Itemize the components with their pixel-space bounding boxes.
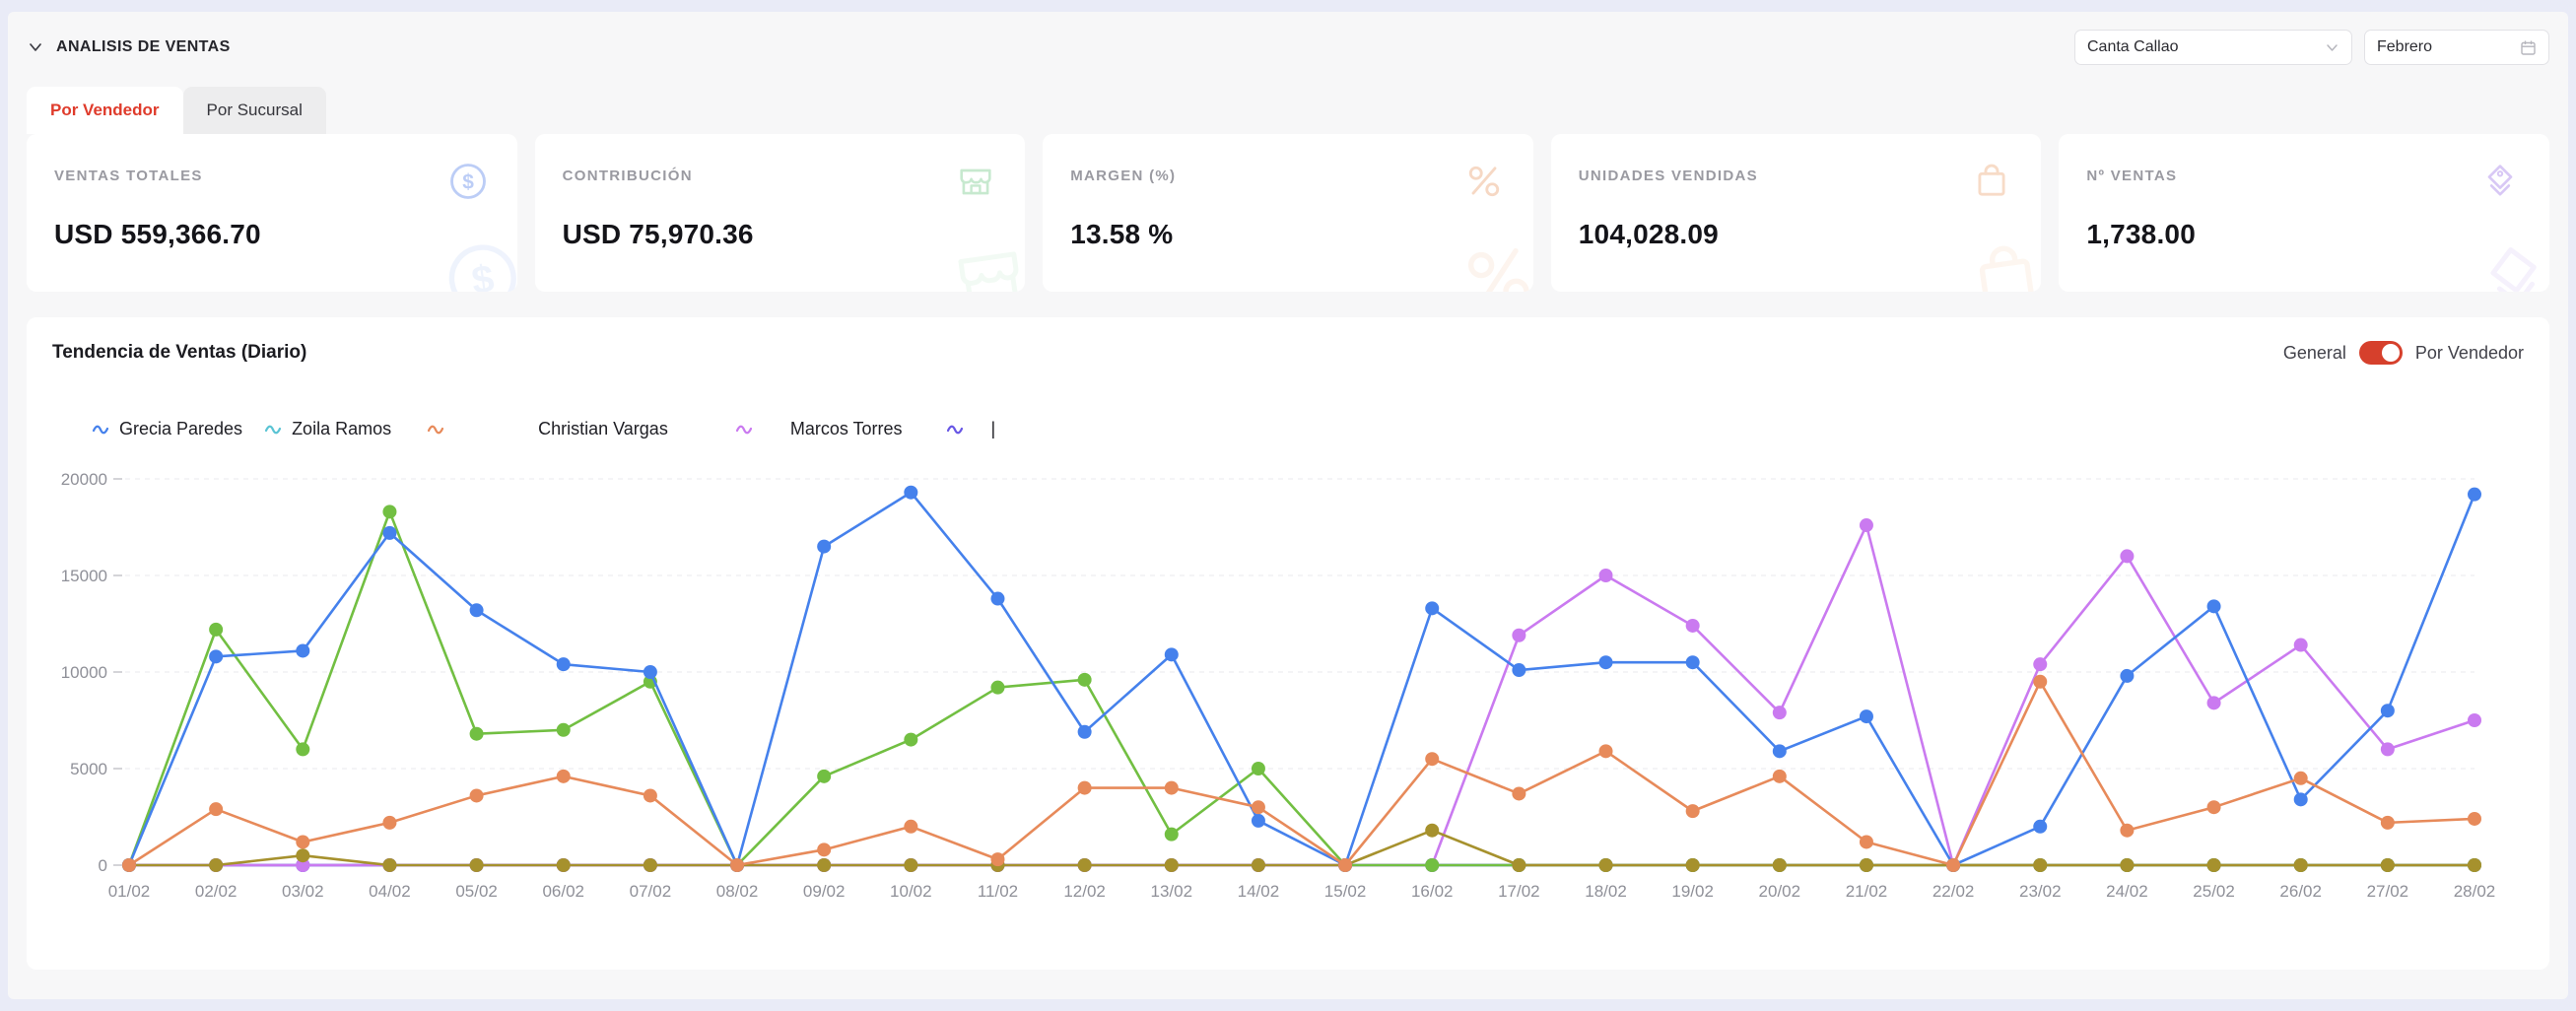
svg-text:12/02: 12/02 xyxy=(1063,882,1106,901)
kpi-label: MARGEN (%) xyxy=(1070,168,1177,184)
svg-text:10000: 10000 xyxy=(61,663,107,682)
series-wave-icon xyxy=(946,422,964,437)
svg-text:$: $ xyxy=(462,171,474,194)
percent-watermark-icon xyxy=(1467,247,1529,292)
svg-text:19/02: 19/02 xyxy=(1671,882,1714,901)
legend-label: Zoila Ramos xyxy=(292,418,392,438)
svg-text:04/02: 04/02 xyxy=(369,882,411,901)
chevron-down-icon xyxy=(2327,43,2338,51)
series-wave-icon xyxy=(735,422,753,437)
tab-por-sucursal[interactable]: Por Sucursal xyxy=(182,87,326,134)
svg-text:03/02: 03/02 xyxy=(282,882,324,901)
kpi-card-n-ventas: Nº VENTAS 1,738.00 xyxy=(2059,134,2549,292)
svg-text:07/02: 07/02 xyxy=(630,882,672,901)
month-picker[interactable]: Febrero xyxy=(2364,30,2549,65)
kpi-label: Nº VENTAS xyxy=(2086,168,2178,184)
svg-text:21/02: 21/02 xyxy=(1846,882,1888,901)
series-wave-icon xyxy=(92,422,109,437)
kpi-label: CONTRIBUCIÓN xyxy=(562,168,693,184)
kpi-label: VENTAS TOTALES xyxy=(54,168,203,184)
chart-title: Tendencia de Ventas (Diario) xyxy=(52,342,307,363)
branch-select-value: Canta Callao xyxy=(2087,38,2179,55)
svg-text:20000: 20000 xyxy=(61,470,107,489)
shopping-bag-watermark-icon xyxy=(1980,245,2035,292)
svg-text:26/02: 26/02 xyxy=(2279,882,2322,901)
toggle-label-por-vendedor[interactable]: Por Vendedor xyxy=(2414,342,2524,363)
section-header: ANALISIS DE VENTAS Canta Callao Febrero xyxy=(27,30,2549,65)
kpi-value: 1,738.00 xyxy=(2086,219,2196,249)
svg-text:22/02: 22/02 xyxy=(1932,882,1975,901)
kpi-value: 104,028.09 xyxy=(1578,219,1719,249)
dollar-circle-icon: $ xyxy=(449,164,486,199)
legend-item[interactable]: Marcos Torres xyxy=(735,419,903,439)
trend-line-chart[interactable]: 0 5000 10000 15000 20000 01/02 02/02 03/02 04/02… xyxy=(52,451,2524,936)
kpi-value: USD 559,366.70 xyxy=(54,219,261,249)
percent-icon xyxy=(1468,166,1499,197)
svg-text:28/02: 28/02 xyxy=(2454,882,2496,901)
legend-label: Christian Vargas xyxy=(538,418,668,438)
kpi-value: USD 75,970.36 xyxy=(562,219,754,249)
svg-text:05/02: 05/02 xyxy=(455,882,498,901)
kpi-card-margen: MARGEN (%) 13.58 % xyxy=(1043,134,1533,292)
store-icon xyxy=(960,168,991,195)
tag-watermark-icon xyxy=(2490,246,2537,292)
legend-item[interactable]: Zoila Ramos xyxy=(264,419,391,439)
svg-text:13/02: 13/02 xyxy=(1151,882,1193,901)
toggle-label-general[interactable]: General xyxy=(2282,342,2346,363)
svg-text:16/02: 16/02 xyxy=(1411,882,1454,901)
svg-text:15/02: 15/02 xyxy=(1324,882,1367,901)
chart-legend: Grecia Paredes Zoila Ramos Christian Var… xyxy=(52,416,2524,441)
svg-text:01/02: 01/02 xyxy=(108,882,151,901)
store-watermark-icon xyxy=(958,251,1019,292)
svg-text:06/02: 06/02 xyxy=(542,882,584,901)
svg-text:$: $ xyxy=(469,257,497,292)
kpi-cards-row: VENTAS TOTALES $ USD 559,366.70 $ CONTRI… xyxy=(27,134,2549,292)
legend-label: | xyxy=(990,418,996,438)
dollar-circle-watermark-icon: $ xyxy=(448,244,516,292)
svg-text:10/02: 10/02 xyxy=(890,882,932,901)
series-wave-icon xyxy=(427,422,444,437)
legend-item[interactable]: | xyxy=(946,418,996,439)
svg-text:18/02: 18/02 xyxy=(1585,882,1627,901)
svg-text:25/02: 25/02 xyxy=(2193,882,2235,901)
legend-item[interactable]: Christian Vargas xyxy=(427,419,668,439)
view-tabs: Por Vendedor Por Sucursal xyxy=(27,87,2549,134)
series-wave-icon xyxy=(264,422,282,437)
page-title: ANALISIS DE VENTAS xyxy=(56,38,231,55)
svg-text:17/02: 17/02 xyxy=(1498,882,1540,901)
chart-mode-toggle-group: General Por Vendedor xyxy=(2283,341,2524,365)
svg-text:5000: 5000 xyxy=(70,760,107,778)
trend-chart-panel: Tendencia de Ventas (Diario) General Por… xyxy=(27,317,2549,970)
collapse-chevron-icon[interactable] xyxy=(27,38,44,56)
svg-text:08/02: 08/02 xyxy=(716,882,759,901)
svg-text:0: 0 xyxy=(99,856,107,875)
svg-text:23/02: 23/02 xyxy=(2019,882,2062,901)
svg-text:27/02: 27/02 xyxy=(2367,882,2409,901)
legend-item[interactable]: Grecia Paredes xyxy=(92,419,242,439)
kpi-label: UNIDADES VENDIDAS xyxy=(1578,168,1758,184)
svg-text:09/02: 09/02 xyxy=(803,882,846,901)
toggle-knob xyxy=(2381,344,2400,362)
svg-text:11/02: 11/02 xyxy=(978,882,1018,901)
shopping-bag-icon xyxy=(1978,164,2005,196)
month-picker-value: Febrero xyxy=(2377,38,2433,55)
legend-label: Grecia Paredes xyxy=(119,418,243,438)
svg-text:20/02: 20/02 xyxy=(1759,882,1801,901)
svg-text:02/02: 02/02 xyxy=(195,882,237,901)
analysis-section: ANALISIS DE VENTAS Canta Callao Febrero … xyxy=(8,12,2568,999)
tab-por-vendedor[interactable]: Por Vendedor xyxy=(27,87,183,134)
svg-text:14/02: 14/02 xyxy=(1238,882,1280,901)
kpi-card-contribucion: CONTRIBUCIÓN USD 75,970.36 xyxy=(534,134,1026,292)
svg-text:15000: 15000 xyxy=(61,567,107,585)
calendar-icon xyxy=(2521,40,2536,55)
tag-icon xyxy=(2487,165,2513,196)
kpi-value: 13.58 % xyxy=(1070,219,1174,249)
kpi-card-ventas-totales: VENTAS TOTALES $ USD 559,366.70 $ xyxy=(27,134,517,292)
mode-toggle-switch[interactable] xyxy=(2358,341,2403,365)
branch-select[interactable]: Canta Callao xyxy=(2074,30,2352,65)
kpi-card-unidades-vendidas: UNIDADES VENDIDAS 104,028.09 xyxy=(1550,134,2042,292)
svg-text:24/02: 24/02 xyxy=(2106,882,2148,901)
legend-label: Marcos Torres xyxy=(789,418,903,438)
